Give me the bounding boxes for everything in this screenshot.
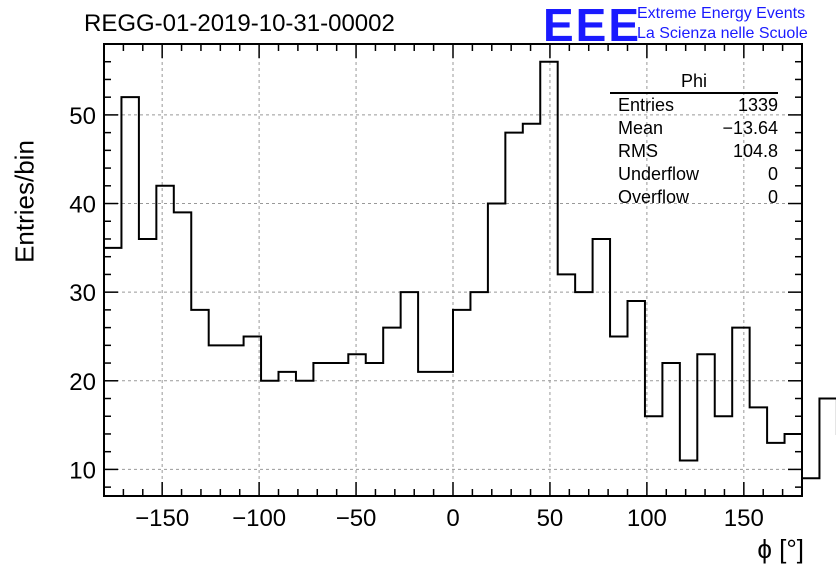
stats-value: 0 bbox=[767, 187, 778, 207]
x-tick-label: 50 bbox=[537, 505, 564, 532]
stats-value: 104.8 bbox=[732, 141, 778, 161]
y-tick-label: 10 bbox=[69, 457, 96, 484]
y-tick-label: 40 bbox=[69, 192, 96, 219]
chart-title: REGG-01-2019-10-31-00002 bbox=[84, 10, 395, 37]
y-axis-label-wrap: Entries/bin bbox=[2, 140, 42, 280]
x-axis-label: ϕ [°] bbox=[757, 534, 804, 564]
stats-label: Mean bbox=[618, 118, 664, 138]
x-tick-label: 0 bbox=[446, 505, 459, 532]
x-tick-label: −150 bbox=[135, 505, 189, 532]
stats-row: Overflow 0 bbox=[610, 186, 778, 209]
logo-line-1: Extreme Energy Events bbox=[637, 5, 806, 22]
axis-ticks bbox=[103, 43, 803, 496]
stats-title: Phi bbox=[610, 72, 778, 94]
x-tick-label: 150 bbox=[724, 505, 764, 532]
stats-label: RMS bbox=[618, 141, 658, 161]
logo-caption: Extreme Energy Events La Scienza nelle S… bbox=[637, 4, 808, 44]
x-tick-label: −50 bbox=[336, 505, 377, 532]
x-tick-label: −100 bbox=[232, 505, 286, 532]
stats-label: Entries bbox=[618, 95, 675, 115]
stats-row: Entries 1339 bbox=[610, 94, 778, 117]
stats-value: 0 bbox=[767, 164, 778, 184]
y-tick-label: 50 bbox=[69, 103, 96, 130]
grid-lines bbox=[104, 44, 802, 496]
tick-labels: −150 −100 −50 0 50 100 150 10 20 30 40 50 bbox=[69, 103, 764, 532]
y-axis-label: Entries/bin bbox=[9, 140, 40, 263]
eee-logo: EEE bbox=[543, 0, 642, 51]
stats-row: RMS 104.8 bbox=[610, 140, 778, 163]
x-tick-label: 100 bbox=[627, 505, 667, 532]
stats-label: Overflow bbox=[618, 187, 690, 207]
logo-line-2: La Scienza nelle Scuole bbox=[637, 25, 808, 42]
stats-value: 1339 bbox=[737, 95, 778, 115]
y-tick-label: 30 bbox=[69, 280, 96, 307]
histogram-line bbox=[104, 60, 836, 480]
y-tick-label: 20 bbox=[69, 369, 96, 396]
stats-row: Underflow 0 bbox=[610, 163, 778, 186]
stats-box: Phi Entries 1339 Mean −13.64 RMS 104.8 U… bbox=[610, 72, 778, 209]
stats-value: −13.64 bbox=[722, 118, 778, 138]
stats-row: Mean −13.64 bbox=[610, 117, 778, 140]
stats-label: Underflow bbox=[618, 164, 700, 184]
